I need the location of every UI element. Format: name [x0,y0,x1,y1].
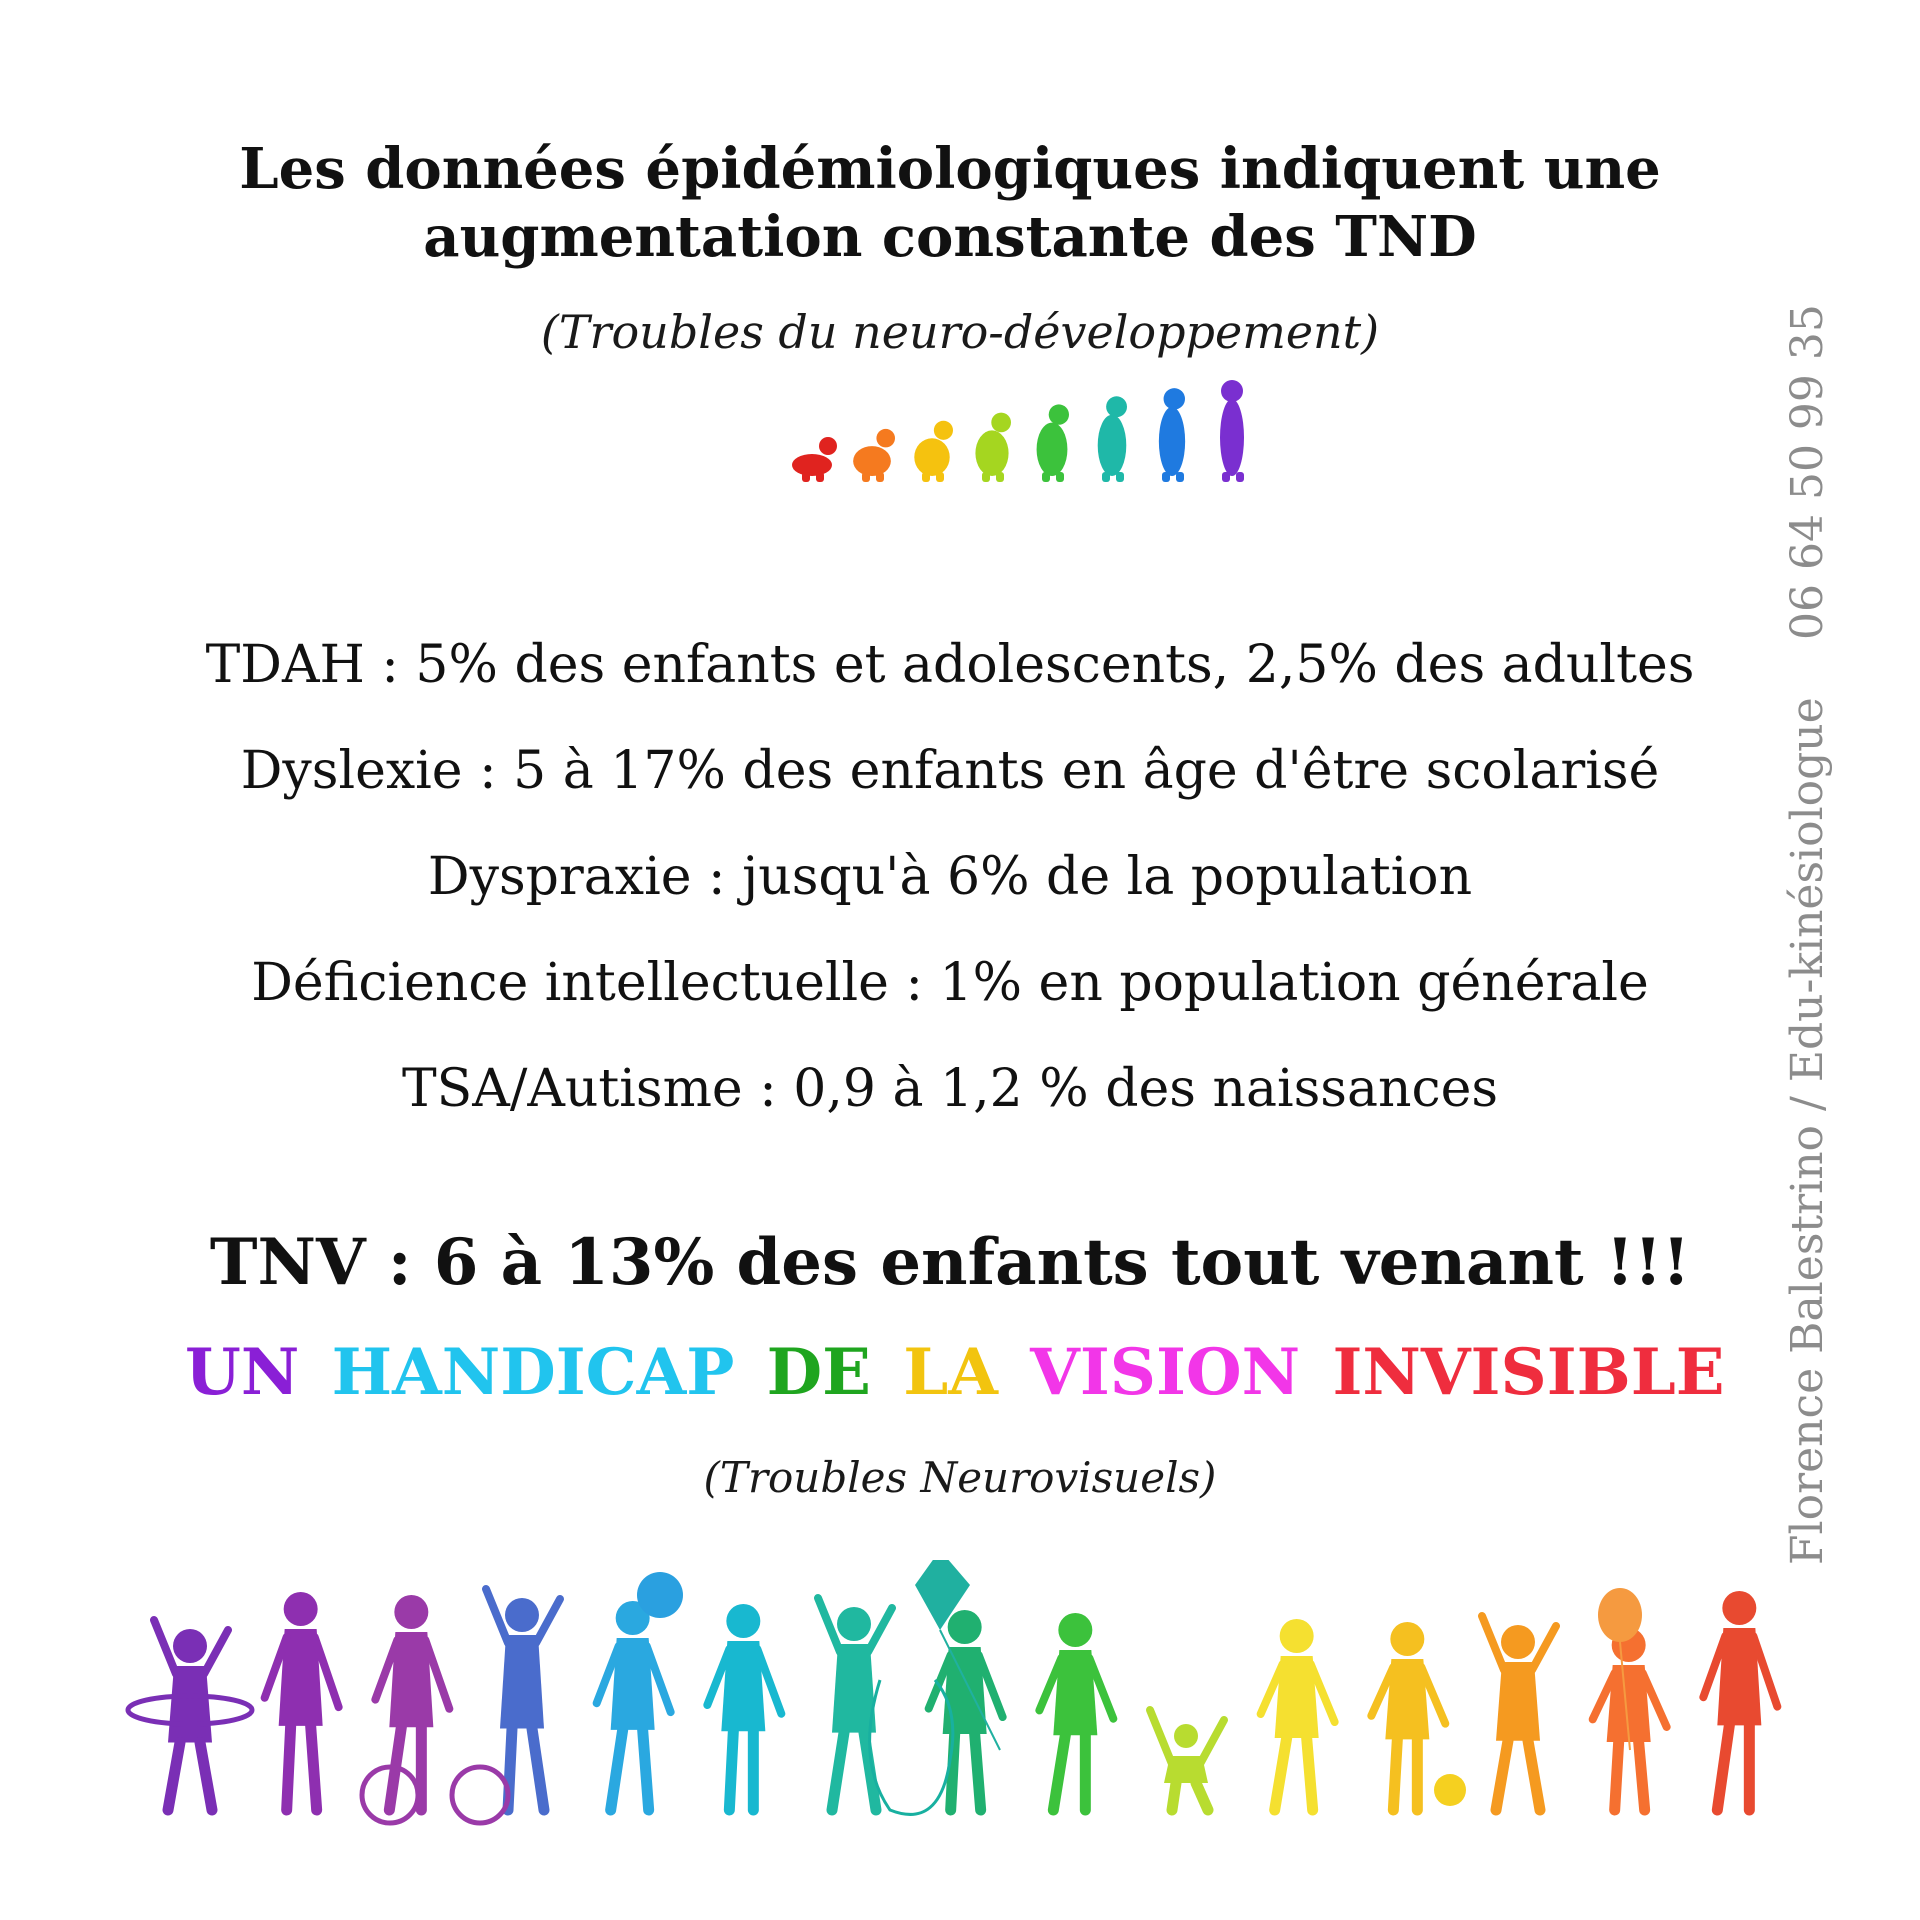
stat-dyslexie: Dyslexie : 5 à 17% des enfants en âge d'… [240,741,1660,801]
child-silhouette [703,1604,786,1816]
banner-word: HANDICAP [331,1335,735,1410]
stat-tsa: TSA/Autisme : 0,9 à 1,2 % des naissances [401,1059,1499,1119]
growth-figure [1158,388,1186,482]
baby-to-child-growth-silhouettes-icon [792,380,1244,482]
child-silhouette [592,1601,675,1816]
growth-figure [853,428,895,482]
growth-figure [1036,404,1069,482]
stats-list: TDAH : 5% des enfants et adolescents, 2,… [180,612,1720,1142]
child-silhouette [814,1594,896,1816]
bicycle-wheel-icon [359,1764,421,1826]
headline-line-2: augmentation constante des TND [423,204,1477,270]
headline: Les données épidémiologiques indiquent u… [180,135,1720,271]
child-silhouette [1699,1591,1782,1816]
stat-dyspraxie: Dyspraxie : jusqu'à 6% de la population [427,847,1473,907]
growth-figure [975,412,1011,482]
headline-line-1: Les données épidémiologiques indiquent u… [239,136,1661,202]
child-silhouette [1256,1619,1339,1816]
banner-word: DE [766,1335,871,1410]
banner-word: UN [185,1335,300,1410]
child-silhouette [1588,1628,1671,1816]
ball-icon [1434,1774,1466,1806]
jump-rope-icon [868,1679,955,1816]
banner-word: LA [903,1335,998,1410]
kite-string [939,1629,1001,1751]
child-silhouette [260,1592,343,1816]
ball-icon [637,1572,683,1618]
stat-deficience: Déficience intellectuelle : 1% en popula… [251,953,1649,1013]
rainbow-banner: UN HANDICAP DE LA VISION INVISIBLE [180,1335,1725,1410]
author-credit: Florence Balestrino / Edu-kinésiologue [1782,697,1833,1565]
hula-hoop-icon [125,1693,255,1727]
kite-icon [915,1560,970,1630]
neurovisual-note: (Troubles Neurovisuels) [703,1453,1217,1502]
child-silhouette [924,1610,1007,1816]
balloon-string [1619,1641,1631,1751]
subtitle: (Troubles du neuro-développement) [540,305,1380,359]
child-silhouette [482,1585,564,1816]
growth-figure [1220,380,1244,482]
child-silhouette [150,1616,232,1816]
growth-figure [792,437,837,482]
bicycle-wheel-icon [449,1764,511,1826]
rainbow-children-playing-silhouettes-icon [125,1560,1782,1826]
banner-word: VISION [1030,1335,1301,1410]
child-silhouette [1035,1613,1118,1816]
growth-figure [914,420,953,482]
growth-figure [1097,396,1127,482]
banner-word: INVISIBLE [1332,1335,1725,1410]
balloon-icon [1598,1588,1642,1642]
child-silhouette [371,1595,454,1816]
child-silhouette [1478,1612,1560,1816]
child-silhouette [1367,1622,1450,1816]
phone-number: 06 64 50 99 35 [1782,304,1833,640]
tnv-highlight: TNV : 6 à 13% des enfants tout venant !!… [209,1225,1691,1300]
child-silhouette [1146,1706,1228,1816]
stat-tdah: TDAH : 5% des enfants et adolescents, 2,… [205,635,1695,695]
